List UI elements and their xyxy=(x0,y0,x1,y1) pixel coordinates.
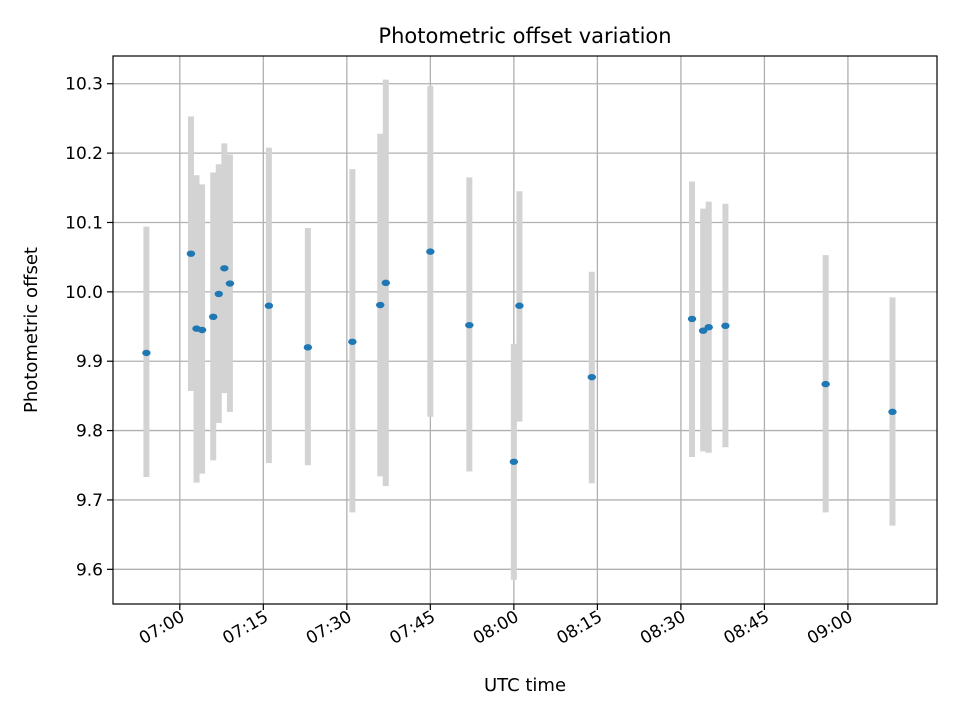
data-point xyxy=(515,302,524,309)
y-tick-label: 10.1 xyxy=(65,213,103,233)
x-axis-label: UTC time xyxy=(484,675,566,696)
grid xyxy=(113,56,937,604)
data-point xyxy=(721,322,730,330)
data-point xyxy=(687,315,697,323)
data-points xyxy=(142,248,897,465)
data-point xyxy=(264,302,274,309)
data-point xyxy=(587,373,597,381)
data-point xyxy=(225,280,235,287)
y-axis-label: Photometric offset xyxy=(21,247,42,413)
axes-frame xyxy=(112,55,938,605)
data-point xyxy=(698,327,708,334)
x-axis-ticks: 07:00 07:15 07:30 07:45 08:00 08:15 08:30 08:45… xyxy=(136,604,856,649)
data-point xyxy=(214,290,223,298)
data-point xyxy=(142,349,151,357)
y-tick-label: 10.3 xyxy=(65,75,103,95)
data-point xyxy=(381,279,391,287)
y-tick-label: 9.7 xyxy=(76,491,103,511)
y-tick-label: 10.0 xyxy=(65,283,103,303)
y-tick-label: 10.2 xyxy=(65,144,103,164)
x-tick-label: 08:30 xyxy=(637,607,689,649)
data-point xyxy=(888,408,897,416)
data-point xyxy=(303,344,313,351)
x-tick-label: 07:45 xyxy=(386,607,438,649)
data-point xyxy=(509,458,519,465)
chart-title: Photometric offset variation xyxy=(378,24,671,48)
data-point xyxy=(220,265,229,272)
data-point xyxy=(704,324,713,331)
x-tick-label: 08:00 xyxy=(470,607,522,649)
plot-area xyxy=(113,56,937,604)
x-tick-label: 08:15 xyxy=(553,607,605,649)
data-point xyxy=(348,338,357,345)
y-tick-label: 9.8 xyxy=(76,422,103,442)
x-tick-label: 09:00 xyxy=(804,607,856,649)
y-axis-ticks: 9.6 9.7 9.8 9.9 10.0 10.1 10.2 10.3 xyxy=(65,75,113,580)
x-tick-label: 08:45 xyxy=(720,607,772,649)
y-tick-label: 9.9 xyxy=(76,352,103,372)
data-point xyxy=(426,248,435,255)
data-point xyxy=(197,326,207,334)
x-tick-label: 07:00 xyxy=(136,607,188,649)
x-tick-label: 07:30 xyxy=(303,607,355,649)
data-point xyxy=(821,380,830,388)
data-point xyxy=(209,313,218,321)
y-tick-label: 9.6 xyxy=(76,560,103,580)
x-tick-label: 07:15 xyxy=(219,607,271,649)
data-point xyxy=(376,301,385,309)
data-point xyxy=(465,321,474,329)
data-point xyxy=(186,250,196,257)
